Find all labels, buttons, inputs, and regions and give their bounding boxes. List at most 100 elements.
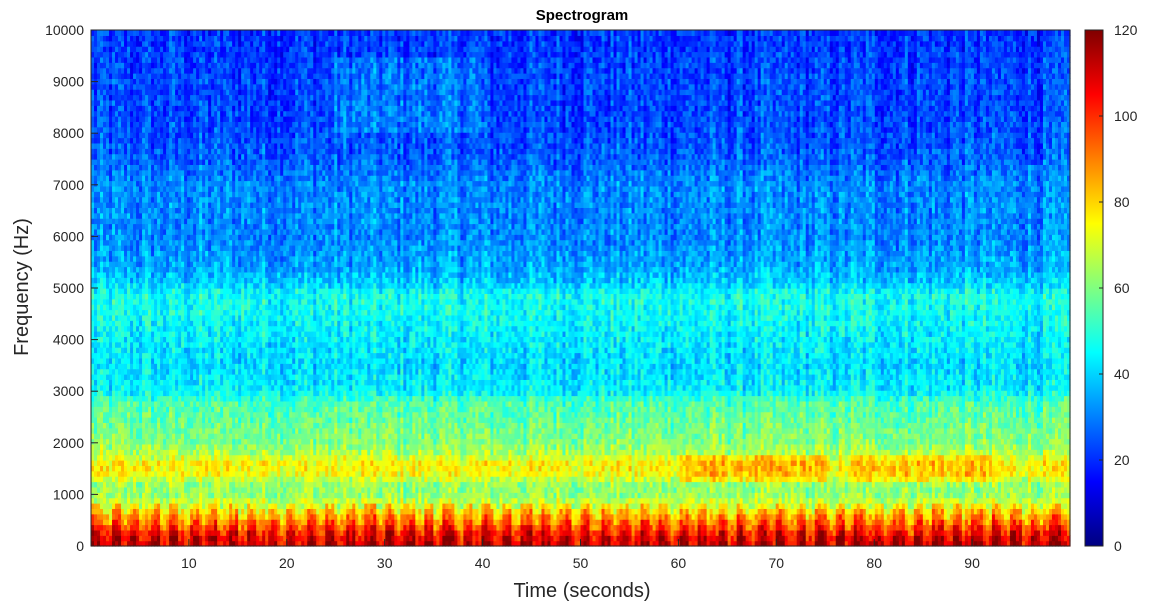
heatmap-cell <box>625 519 630 526</box>
heatmap-cell <box>952 503 957 509</box>
heatmap-cell <box>964 513 969 520</box>
heatmap-cell <box>883 513 888 520</box>
heatmap-cell <box>583 535 588 542</box>
heatmap-cell <box>415 519 419 526</box>
heatmap-cell <box>451 524 455 531</box>
heatmap-cell <box>553 513 558 520</box>
heatmap-cell <box>913 540 918 547</box>
heatmap-cell <box>523 513 528 520</box>
heatmap-cell <box>1003 540 1008 547</box>
heatmap-cell <box>694 540 699 547</box>
heatmap-cell <box>880 513 885 520</box>
heatmap-cell <box>751 519 756 526</box>
heatmap-cell <box>481 519 485 526</box>
heatmap-cell <box>637 513 642 520</box>
heatmap-cell <box>472 535 476 542</box>
heatmap-cell <box>670 513 675 520</box>
heatmap-cell <box>487 508 491 515</box>
heatmap-cell <box>808 503 813 509</box>
heatmap-cell <box>601 503 606 509</box>
heatmap-cell <box>631 513 636 520</box>
heatmap-cell <box>256 497 260 504</box>
heatmap-cell <box>541 524 546 531</box>
heatmap-cell <box>508 519 513 526</box>
heatmap-cell <box>367 508 371 515</box>
heatmap-cell <box>325 529 329 536</box>
heatmap-cell <box>472 524 476 531</box>
heatmap-cell <box>604 513 609 520</box>
heatmap-cell <box>859 519 864 526</box>
heatmap-cell <box>721 508 726 515</box>
heatmap-cell <box>226 540 230 547</box>
heatmap-cell <box>934 524 939 531</box>
heatmap-cell <box>1009 540 1014 547</box>
heatmap-cell <box>172 513 176 520</box>
heatmap-cell <box>199 508 203 515</box>
heatmap-cell <box>673 503 678 509</box>
heatmap-cell <box>217 529 221 536</box>
heatmap-cell <box>1042 513 1047 520</box>
heatmap-cell <box>814 540 819 547</box>
heatmap-cell <box>478 508 482 515</box>
heatmap-cell <box>544 524 549 531</box>
heatmap-cell <box>316 513 320 520</box>
heatmap-cell <box>466 503 470 509</box>
heatmap-cell <box>166 540 170 547</box>
heatmap-cell <box>787 513 792 520</box>
heatmap-cell <box>250 497 254 504</box>
heatmap-cell <box>781 519 786 526</box>
heatmap-cell <box>1009 508 1014 515</box>
heatmap-cell <box>103 519 107 526</box>
heatmap-cell <box>718 529 723 536</box>
heatmap-cell <box>763 524 768 531</box>
heatmap-cell <box>805 519 810 526</box>
heatmap-cell <box>211 540 215 547</box>
heatmap-cell <box>703 503 708 509</box>
heatmap-cell <box>139 508 143 515</box>
heatmap-cell <box>1015 524 1020 531</box>
heatmap-cell <box>217 513 221 520</box>
heatmap-cell <box>697 513 702 520</box>
heatmap-cell <box>100 524 104 531</box>
heatmap-cell <box>763 535 768 542</box>
heatmap-cell <box>313 513 317 520</box>
heatmap-cell <box>715 535 720 542</box>
heatmap-cell <box>445 535 449 542</box>
heatmap-cell <box>1015 508 1020 515</box>
heatmap-cell <box>511 503 516 509</box>
heatmap-cell <box>961 519 966 526</box>
heatmap-cell <box>355 519 359 526</box>
heatmap-cell <box>271 503 275 509</box>
heatmap-cell <box>634 529 639 536</box>
heatmap-cell <box>892 513 897 520</box>
heatmap-cell <box>676 524 681 531</box>
heatmap-cell <box>487 497 491 504</box>
heatmap-cell <box>574 513 579 520</box>
heatmap-cell <box>892 535 897 542</box>
heatmap-cell <box>1039 503 1044 509</box>
heatmap-cell <box>931 513 936 520</box>
heatmap-cell <box>835 529 840 536</box>
heatmap-cell <box>946 540 951 547</box>
heatmap-cell <box>130 529 134 536</box>
heatmap-cell <box>715 529 720 536</box>
heatmap-cell <box>670 540 675 547</box>
heatmap-cell <box>730 529 735 536</box>
heatmap-cell <box>757 529 762 536</box>
heatmap-cell <box>601 519 606 526</box>
heatmap-cell <box>445 508 449 515</box>
heatmap-cell <box>583 513 588 520</box>
heatmap-cell <box>586 529 591 536</box>
heatmap-cell <box>124 519 128 526</box>
heatmap-cell <box>727 519 732 526</box>
heatmap-cell <box>481 540 485 547</box>
heatmap-cell <box>970 513 975 520</box>
heatmap-cell <box>214 503 218 509</box>
heatmap-cell <box>943 540 948 547</box>
heatmap-cell <box>271 497 275 504</box>
heatmap-cell <box>868 513 873 520</box>
heatmap-cell <box>358 508 362 515</box>
heatmap-cell <box>130 503 134 509</box>
heatmap-cell <box>529 529 534 536</box>
heatmap-cell <box>91 508 95 515</box>
